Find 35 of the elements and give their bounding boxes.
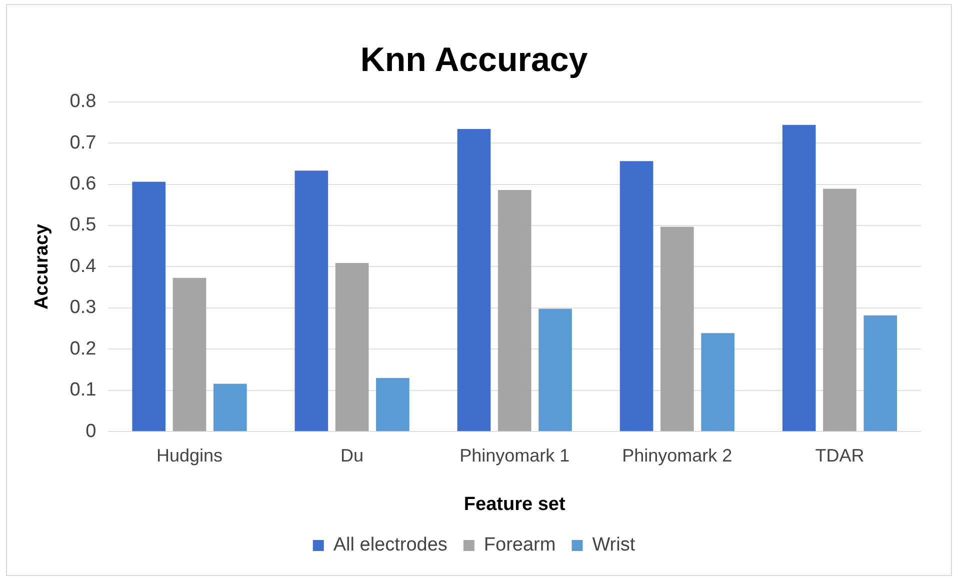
x-tick-label: Phinyomark 2	[622, 445, 732, 466]
x-axis-title: Feature set	[464, 494, 566, 515]
legend-label: Wrist	[592, 534, 636, 556]
legend-label: All electrodes	[333, 534, 448, 556]
bar	[132, 182, 166, 432]
y-tick-label: 0.5	[70, 214, 96, 236]
bar	[376, 378, 410, 432]
bar	[172, 278, 206, 432]
y-tick-label: 0.3	[70, 297, 96, 318]
y-tick-label: 0.1	[70, 380, 96, 401]
bar	[335, 262, 369, 432]
bar	[660, 226, 694, 432]
bar	[538, 308, 572, 432]
y-tick-label: 0.8	[70, 91, 96, 112]
bar	[294, 170, 328, 432]
legend-label: Forearm	[484, 534, 556, 556]
x-tick-label: Du	[340, 445, 364, 466]
y-tick-label: 0.6	[70, 173, 96, 194]
chart-title: Knn Accuracy	[360, 40, 588, 79]
x-tick-label: TDAR	[815, 445, 864, 466]
y-tick-label: 0.4	[70, 256, 97, 277]
x-tick-label: Hudgins	[156, 445, 223, 466]
y-tick-label: 0.2	[70, 338, 96, 360]
bar	[498, 190, 532, 432]
x-tick-label: Phinyomark 1	[460, 445, 570, 466]
bar	[864, 315, 898, 432]
bar	[457, 129, 491, 432]
y-axis-title: Accuracy	[32, 223, 53, 310]
y-tick-label: 0.7	[70, 132, 96, 154]
bar	[701, 333, 734, 432]
bar	[782, 124, 816, 432]
y-tick-label: 0	[86, 420, 96, 442]
bar	[823, 188, 856, 432]
bar	[213, 384, 247, 432]
bar	[620, 161, 654, 432]
